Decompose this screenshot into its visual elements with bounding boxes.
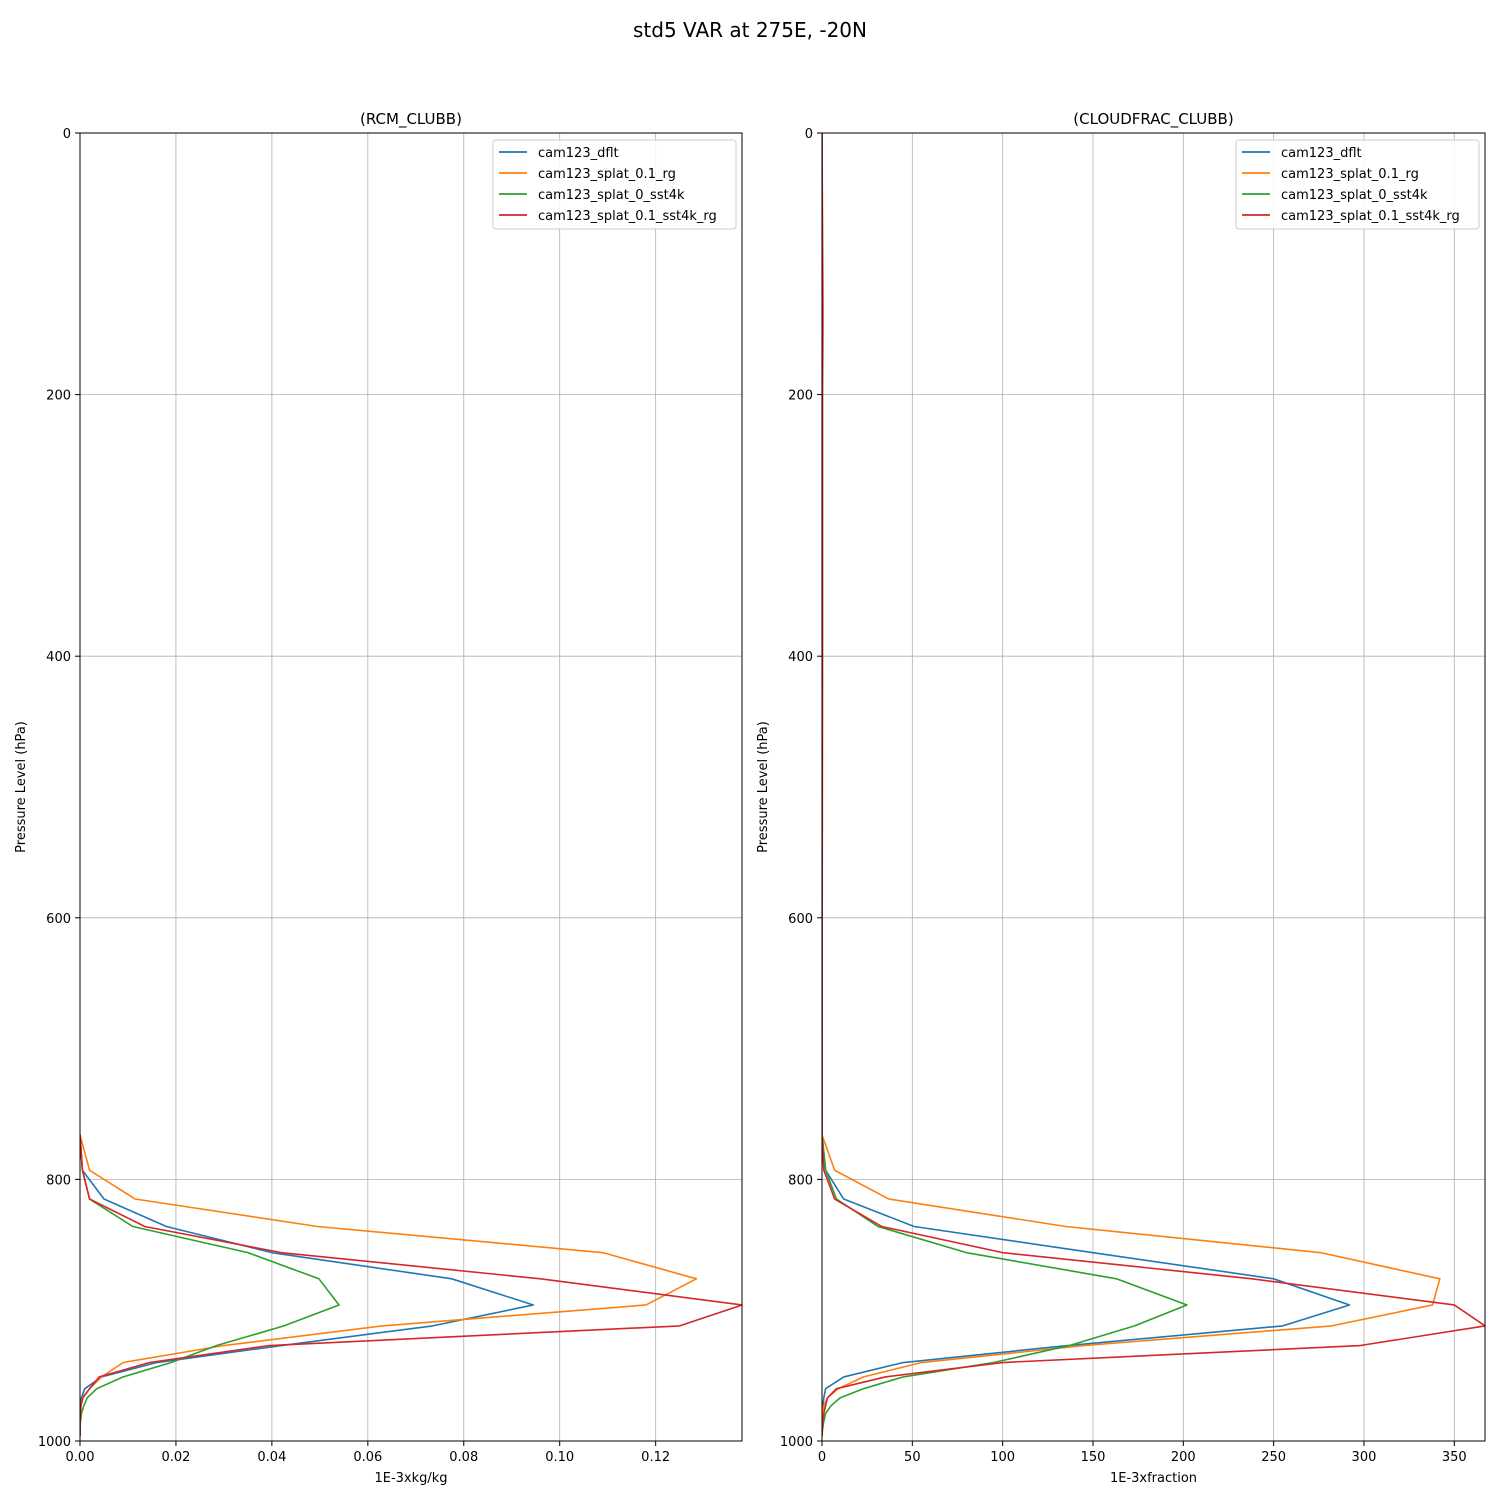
- x-tick-label: 0.00: [66, 1450, 95, 1465]
- series-line-cam123_splat_0.1_rg: [822, 133, 1441, 1436]
- x-tick-label: 250: [1261, 1450, 1286, 1465]
- legend: cam123_dflt cam123_splat_0.1_rg cam123_spl…: [1235, 139, 1480, 230]
- x-tick-label: 150: [1081, 1450, 1106, 1465]
- y-axis-label: Pressure Level (hPa): [14, 721, 29, 853]
- y-tick-label: 0: [805, 127, 813, 142]
- figure-suptitle: std5 VAR at 275E, -20N: [633, 18, 867, 42]
- series-line-cam123_splat_0_sst4k: [822, 133, 1188, 1436]
- series-line-cam123_dflt: [80, 1134, 535, 1436]
- legend-box: [492, 139, 737, 230]
- x-tick-label: 0.12: [641, 1450, 670, 1465]
- y-tick-label: 800: [788, 1173, 813, 1188]
- y-tick-label: 1000: [38, 1435, 71, 1450]
- panel-rcm-clubb: 0.00 0.02 0.04 0.06 0.08 0.10 0.12 0 200 400 600 80…: [14, 110, 743, 1486]
- x-tick-label: 350: [1442, 1450, 1467, 1465]
- legend-box: [1235, 139, 1480, 230]
- panel-title: (CLOUDFRAC_CLUBB): [1073, 110, 1233, 129]
- series-group: [80, 1134, 742, 1436]
- series-line-cam123_splat_0.1_sst4k_rg: [822, 133, 1485, 1436]
- y-tick-label: 600: [788, 912, 813, 927]
- series-line-cam123_splat_0.1_sst4k_rg: [80, 1134, 742, 1436]
- y-tick-label: 200: [788, 389, 813, 404]
- legend-entry: cam123_splat_0.1_rg: [1281, 167, 1419, 182]
- axes-frame: [821, 132, 1486, 1442]
- legend-entry: cam123_splat_0_sst4k: [1281, 188, 1428, 203]
- x-tick-label: 50: [904, 1450, 921, 1465]
- legend-entry: cam123_splat_0_sst4k: [538, 188, 685, 203]
- series-line-cam123_dflt: [822, 133, 1351, 1436]
- x-tick-label: 0: [818, 1450, 826, 1465]
- y-tick-label: 0: [63, 127, 71, 142]
- legend: cam123_dflt cam123_splat_0.1_rg cam123_spl…: [492, 139, 737, 230]
- y-tick-label: 400: [46, 650, 71, 665]
- legend-entry: cam123_dflt: [1281, 146, 1362, 161]
- legend-entry: cam123_splat_0.1_rg: [538, 167, 676, 182]
- y-axis-label: Pressure Level (hPa): [756, 721, 771, 853]
- legend-entry: cam123_splat_0.1_sst4k_rg: [1281, 209, 1460, 224]
- y-tick-label: 400: [788, 650, 813, 665]
- x-tick-label: 300: [1352, 1450, 1377, 1465]
- legend-entry: cam123_dflt: [538, 146, 619, 161]
- x-tick-label: 0.04: [257, 1450, 286, 1465]
- y-tick-label: 1000: [780, 1435, 813, 1450]
- x-tick-label: 0.06: [353, 1450, 382, 1465]
- legend-entry: cam123_splat_0.1_sst4k_rg: [538, 209, 717, 224]
- x-tick-label: 100: [990, 1450, 1015, 1465]
- x-tick-label: 0.02: [161, 1450, 190, 1465]
- series-group: [822, 133, 1485, 1436]
- panel-title: (RCM_CLUBB): [360, 110, 462, 129]
- x-axis-label: 1E-3xkg/kg: [374, 1471, 447, 1486]
- x-tick-label: 0.08: [449, 1450, 478, 1465]
- y-tick-label: 600: [46, 912, 71, 927]
- series-line-cam123_splat_0.1_rg: [80, 1134, 698, 1436]
- y-tick-label: 200: [46, 389, 71, 404]
- x-tick-label: 200: [1171, 1450, 1196, 1465]
- series-line-cam123_splat_0_sst4k: [80, 1134, 340, 1436]
- axes-frame: [79, 132, 743, 1442]
- x-tick-label: 0.10: [545, 1450, 574, 1465]
- x-axis-label: 1E-3xfraction: [1110, 1471, 1197, 1486]
- y-tick-label: 800: [46, 1173, 71, 1188]
- panel-cloudfrac-clubb: 0 50 100 150 200 250 300 350 0 200 400 600 800 1000 (C…: [756, 110, 1486, 1486]
